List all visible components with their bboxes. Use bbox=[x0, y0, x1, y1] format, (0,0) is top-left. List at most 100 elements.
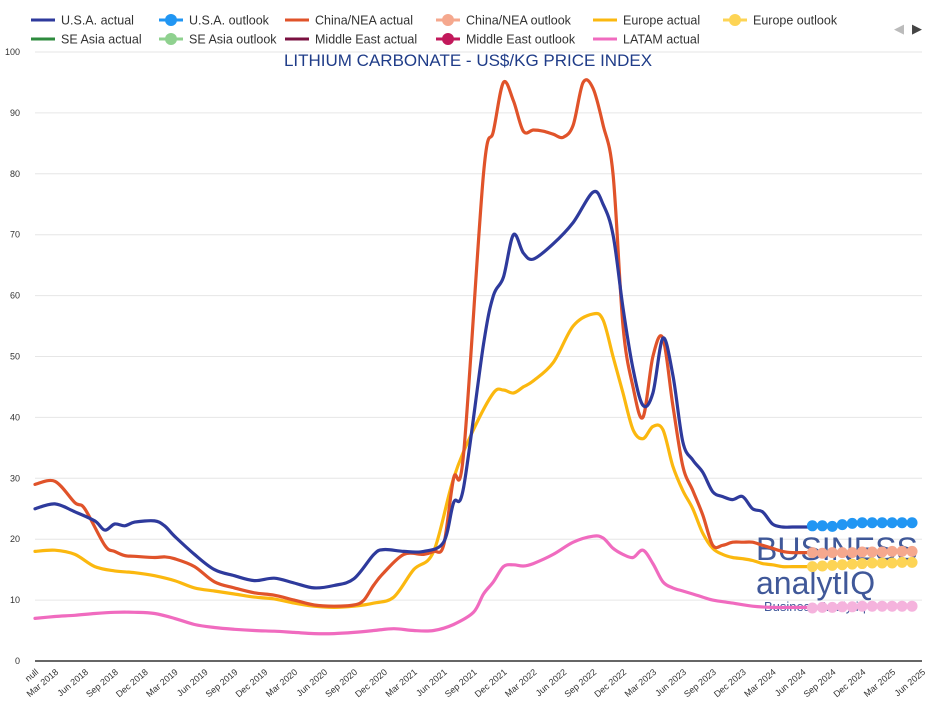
x-tick-label: Sep 2018 bbox=[84, 667, 120, 699]
data-point-china-nea-outlook bbox=[806, 547, 818, 559]
x-tick-label: Dec 2024 bbox=[832, 667, 868, 699]
x-tick-label: Sep 2024 bbox=[802, 667, 838, 699]
x-tick-label: Dec 2022 bbox=[592, 667, 628, 699]
legend-label: U.S.A. outlook bbox=[189, 14, 270, 28]
data-point-latam-outlook bbox=[906, 600, 918, 612]
x-tick-label: Sep 2023 bbox=[682, 667, 718, 699]
legend-item-u-s-a-outlook[interactable]: U.S.A. outlook bbox=[159, 14, 270, 28]
y-tick-label: 80 bbox=[10, 169, 20, 179]
legend-marker bbox=[442, 33, 454, 45]
data-point-china-nea-outlook bbox=[876, 546, 888, 558]
data-point-u-s-a-outlook bbox=[806, 520, 818, 532]
data-point-china-nea-outlook bbox=[826, 547, 838, 559]
legend-item-middle-east-actual[interactable]: Middle East actual bbox=[285, 33, 417, 47]
data-point-china-nea-outlook bbox=[866, 546, 878, 558]
data-point-china-nea-outlook bbox=[846, 547, 858, 559]
data-point-china-nea-outlook bbox=[896, 545, 908, 557]
y-tick-label: 0 bbox=[15, 656, 20, 666]
data-point-latam-outlook bbox=[816, 601, 828, 613]
data-point-china-nea-outlook bbox=[886, 545, 898, 557]
data-point-latam-outlook bbox=[886, 600, 898, 612]
data-point-latam-outlook bbox=[896, 600, 908, 612]
data-point-u-s-a-outlook bbox=[826, 520, 838, 532]
series-line-europe-actual bbox=[33, 311, 814, 609]
x-tick-label: Dec 2019 bbox=[234, 667, 270, 699]
x-tick-label: Sep 2021 bbox=[443, 667, 479, 699]
x-tick-label: Mar 2020 bbox=[264, 667, 300, 699]
series-layer bbox=[33, 78, 918, 636]
data-point-europe-outlook bbox=[896, 556, 908, 568]
x-tick-label: Dec 2020 bbox=[353, 667, 389, 699]
legend-label: U.S.A. actual bbox=[61, 14, 134, 28]
x-tick-label: Mar 2019 bbox=[144, 667, 180, 699]
data-point-europe-outlook bbox=[816, 560, 828, 572]
legend-marker bbox=[165, 33, 177, 45]
legend-item-china-nea-actual[interactable]: China/NEA actual bbox=[285, 14, 413, 28]
legend-next-button[interactable]: ▶ bbox=[912, 21, 922, 36]
data-point-latam-outlook bbox=[846, 601, 858, 613]
data-point-europe-outlook bbox=[876, 557, 888, 569]
data-point-u-s-a-outlook bbox=[886, 517, 898, 529]
legend-label: Middle East outlook bbox=[466, 33, 576, 47]
data-point-latam-outlook bbox=[806, 602, 818, 614]
legend-item-europe-outlook[interactable]: Europe outlook bbox=[723, 14, 838, 28]
data-point-europe-outlook bbox=[806, 561, 818, 573]
legend-item-europe-actual[interactable]: Europe actual bbox=[593, 14, 700, 28]
y-axis-ticks: 0 10 20 30 40 50 60 70 80 90 100 bbox=[5, 47, 20, 666]
legend-item-middle-east-outlook[interactable]: Middle East outlook bbox=[436, 33, 576, 47]
series-line-latam-actual bbox=[33, 534, 814, 636]
legend-label: SE Asia outlook bbox=[189, 33, 277, 47]
y-tick-label: 70 bbox=[10, 230, 20, 240]
series-line-u-s-a-actual bbox=[33, 189, 814, 590]
data-point-u-s-a-outlook bbox=[906, 517, 918, 529]
data-point-u-s-a-outlook bbox=[856, 517, 868, 529]
legend-marker bbox=[442, 14, 454, 26]
data-point-europe-outlook bbox=[826, 559, 838, 571]
y-tick-label: 60 bbox=[10, 291, 20, 301]
x-tick-label: Jun 2025 bbox=[892, 667, 927, 698]
data-point-china-nea-outlook bbox=[816, 547, 828, 559]
data-point-latam-outlook bbox=[866, 600, 878, 612]
data-point-europe-outlook bbox=[856, 558, 868, 570]
legend-pagination: ◀ ▶ bbox=[894, 21, 922, 36]
data-point-europe-outlook bbox=[866, 557, 878, 569]
data-point-europe-outlook bbox=[836, 559, 848, 571]
data-point-europe-outlook bbox=[886, 557, 898, 569]
y-tick-label: 20 bbox=[10, 534, 20, 544]
legend-item-se-asia-outlook[interactable]: SE Asia outlook bbox=[159, 33, 277, 47]
legend-label: Middle East actual bbox=[315, 33, 417, 47]
x-tick-label: Mar 2023 bbox=[623, 667, 659, 699]
legend-item-u-s-a-actual[interactable]: U.S.A. actual bbox=[31, 14, 134, 28]
x-tick-label: Mar 2021 bbox=[383, 667, 419, 699]
y-tick-label: 90 bbox=[10, 108, 20, 118]
legend-marker bbox=[165, 14, 177, 26]
legend-label: China/NEA actual bbox=[315, 14, 413, 28]
data-point-europe-outlook bbox=[906, 556, 918, 568]
data-point-europe-outlook bbox=[846, 558, 858, 570]
legend-item-china-nea-outlook[interactable]: China/NEA outlook bbox=[436, 14, 572, 28]
x-tick-label: Mar 2024 bbox=[742, 667, 778, 699]
data-point-china-nea-outlook bbox=[906, 545, 918, 557]
y-tick-label: 10 bbox=[10, 595, 20, 605]
data-point-latam-outlook bbox=[876, 600, 888, 612]
data-point-u-s-a-outlook bbox=[876, 517, 888, 529]
legend-item-latam-actual[interactable]: LATAM actual bbox=[593, 33, 700, 47]
legend-label: China/NEA outlook bbox=[466, 14, 572, 28]
x-tick-label: Dec 2021 bbox=[473, 667, 509, 699]
y-tick-label: 40 bbox=[10, 412, 20, 422]
data-point-china-nea-outlook bbox=[836, 547, 848, 559]
legend-item-se-asia-actual[interactable]: SE Asia actual bbox=[31, 33, 142, 47]
data-point-u-s-a-outlook bbox=[816, 520, 828, 532]
legend: U.S.A. actual U.S.A. outlook China/NEA act… bbox=[31, 14, 838, 47]
x-tick-label: Mar 2025 bbox=[862, 667, 898, 699]
x-tick-label: Sep 2022 bbox=[562, 667, 598, 699]
legend-prev-button[interactable]: ◀ bbox=[894, 21, 904, 36]
legend-label: SE Asia actual bbox=[61, 33, 142, 47]
data-point-latam-outlook bbox=[856, 600, 868, 612]
y-tick-label: 100 bbox=[5, 47, 20, 57]
y-tick-label: 30 bbox=[10, 473, 20, 483]
x-tick-label: Dec 2018 bbox=[114, 667, 150, 699]
legend-marker bbox=[729, 14, 741, 26]
